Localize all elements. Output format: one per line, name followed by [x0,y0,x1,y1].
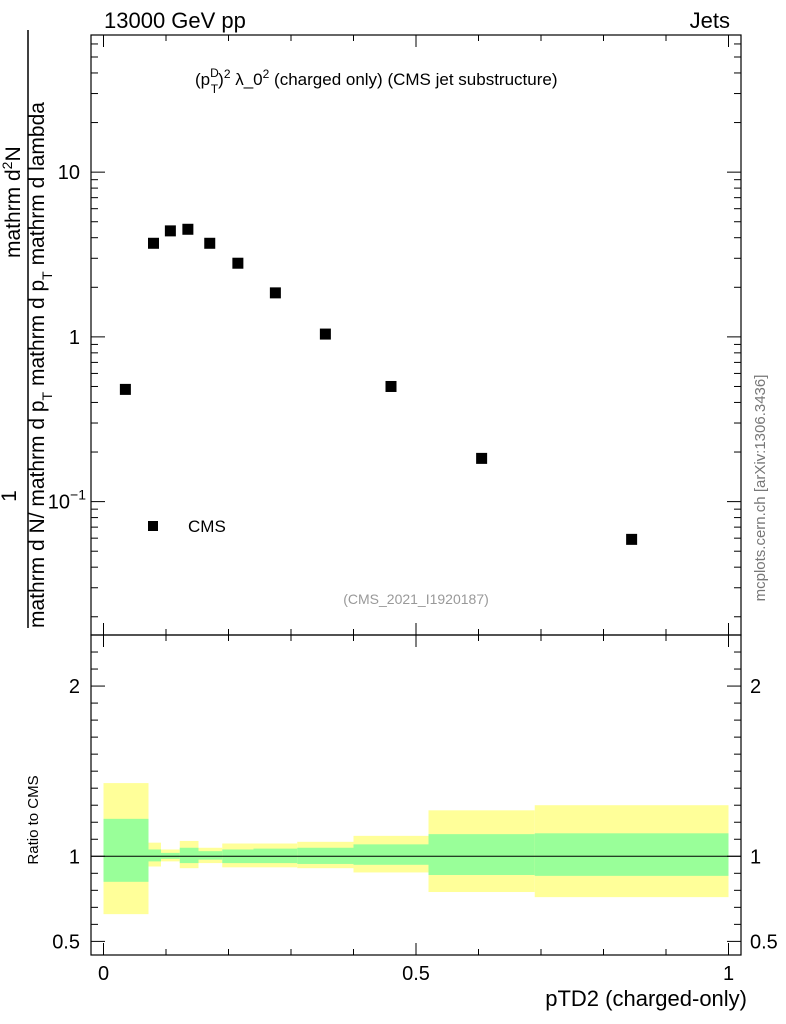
cms-data-point [269,287,281,299]
legend-label-cms: CMS [188,517,226,536]
cms-data-point [319,328,331,340]
svg-text:1: 1 [0,490,21,502]
axis-ticks [91,35,741,955]
axis-tick-labels: 0 0.5 1 10 1 10−1 2 2 1 1 0.5 0.5 [48,162,778,985]
x-axis-label: pTD2 (charged-only) [545,986,747,1011]
analysis-watermark: (CMS_2021_I1920187) [343,591,489,607]
ratio-inner-band-1 [148,849,161,862]
y-tick-label-main: 10 [58,162,80,184]
cms-data-point [385,380,397,392]
cms-data-point [626,533,638,545]
y-tick-label-ratio-right: 0.5 [750,931,778,953]
ratio-inner-band-4 [198,851,223,860]
ratio-inner-band-9 [428,834,535,875]
cms-data-point [476,452,488,464]
svg-text:mathrm d2N: mathrm d2N [0,146,25,258]
x-tick-label: 0.5 [402,963,430,985]
y-axis-label: 1 mathrm d N/ mathrm d pT mathrm d pT ma… [0,30,55,628]
ratio-inner-band-10 [534,833,729,876]
cms-data-point [182,223,194,235]
y-tick-label-ratio-right: 2 [750,676,761,698]
ratio-plot-frame [90,634,742,956]
legend-marker-cms [148,521,158,531]
cms-data-point [164,225,176,237]
y-tick-label-main: 1 [69,327,80,349]
ratio-inner-band-3 [179,847,199,864]
cms-data-point [232,257,244,269]
y-tick-label-ratio-left: 1 [69,846,80,868]
svg-text:mathrm d N/ mathrm d pT mathrm: mathrm d N/ mathrm d pT mathrm d pT math… [26,102,55,628]
ratio-inner-band-8 [353,844,429,865]
header-right: Jets [689,8,730,33]
ratio-y-axis-label: Ratio to CMS [25,775,42,864]
source-side-label: mcplots.cern.ch [arXiv:1306.3436] [752,375,769,602]
x-tick-label: 0 [98,963,109,985]
header-left: 13000 GeV pp [104,8,246,33]
cms-data-markers [119,223,638,545]
cms-data-point [204,237,216,249]
ratio-inner-band-0 [103,818,149,882]
cms-data-point [119,383,131,395]
x-tick-label: 1 [723,963,734,985]
y-tick-label-ratio-left: 2 [69,676,80,698]
main-plot-frame [90,34,742,636]
plot-title: (pD T)2 λ_02 (charged only) (CMS jet subs… [195,66,557,96]
y-tick-label-main: 10−1 [48,487,86,514]
y-tick-label-ratio-left: 0.5 [52,931,80,953]
cms-data-point [148,237,159,249]
y-tick-label-ratio-right: 1 [750,846,761,868]
